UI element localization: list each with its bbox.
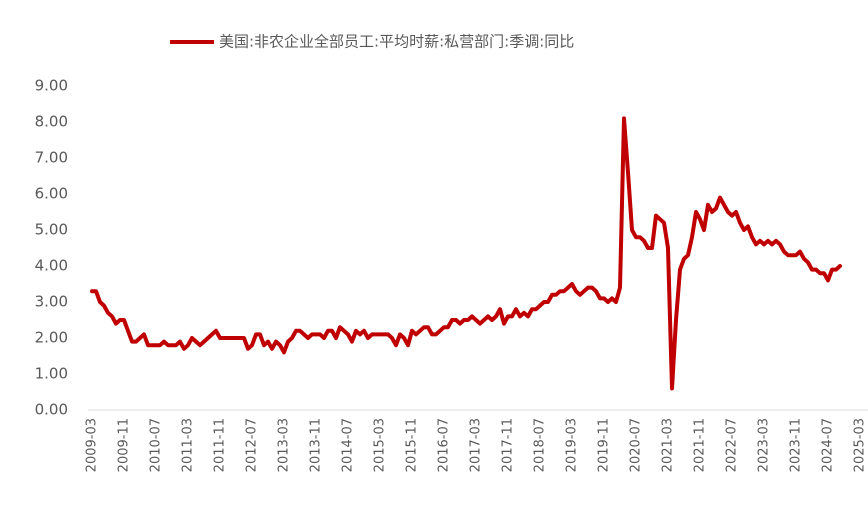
x-tick-label: 2024-07 bbox=[821, 418, 836, 472]
y-tick-label: 0.00 bbox=[35, 401, 68, 419]
x-tick-label: 2015-03 bbox=[373, 418, 388, 472]
x-tick-label: 2015-11 bbox=[405, 418, 420, 472]
y-tick-label: 6.00 bbox=[35, 185, 68, 203]
y-tick-label: 7.00 bbox=[35, 149, 68, 167]
x-tick-label: 2019-03 bbox=[565, 418, 580, 472]
x-tick-label: 2013-11 bbox=[309, 418, 324, 472]
x-tick-label: 2014-07 bbox=[341, 418, 356, 472]
x-tick-label: 2017-11 bbox=[501, 418, 516, 472]
x-tick-label: 2018-07 bbox=[533, 418, 548, 472]
x-tick-label: 2021-03 bbox=[661, 418, 676, 472]
y-tick-label: 2.00 bbox=[35, 329, 68, 347]
y-tick-label: 1.00 bbox=[35, 365, 68, 383]
series-line bbox=[90, 116, 842, 391]
x-tick-label: 2023-03 bbox=[757, 418, 772, 472]
x-tick-label: 2009-03 bbox=[85, 418, 100, 472]
y-tick-label: 4.00 bbox=[35, 257, 68, 275]
x-tick-label: 2022-07 bbox=[725, 418, 740, 472]
x-tick-label: 2011-03 bbox=[181, 418, 196, 472]
y-tick-label: 8.00 bbox=[35, 113, 68, 131]
x-tick-label: 2011-11 bbox=[213, 418, 228, 472]
x-tick-label: 2019-11 bbox=[597, 418, 612, 472]
y-tick-label: 5.00 bbox=[35, 221, 68, 239]
y-tick-label: 3.00 bbox=[35, 293, 68, 311]
x-tick-label: 2017-03 bbox=[469, 418, 484, 472]
x-tick-label: 2025-03 bbox=[853, 418, 868, 472]
x-tick-label: 2010-07 bbox=[149, 418, 164, 472]
x-tick-label: 2009-11 bbox=[117, 418, 132, 472]
legend-label: 美国:非农企业全部员工:平均时薪:私营部门:季调:同比 bbox=[219, 33, 574, 51]
x-tick-label: 2023-11 bbox=[789, 418, 804, 472]
y-tick-label: 9.00 bbox=[35, 77, 68, 95]
x-tick-label: 2021-11 bbox=[693, 418, 708, 472]
x-tick-label: 2016-07 bbox=[437, 418, 452, 472]
x-tick-label: 2020-07 bbox=[629, 418, 644, 472]
x-tick-label: 2013-03 bbox=[277, 418, 292, 472]
x-tick-label: 2012-07 bbox=[245, 418, 260, 472]
